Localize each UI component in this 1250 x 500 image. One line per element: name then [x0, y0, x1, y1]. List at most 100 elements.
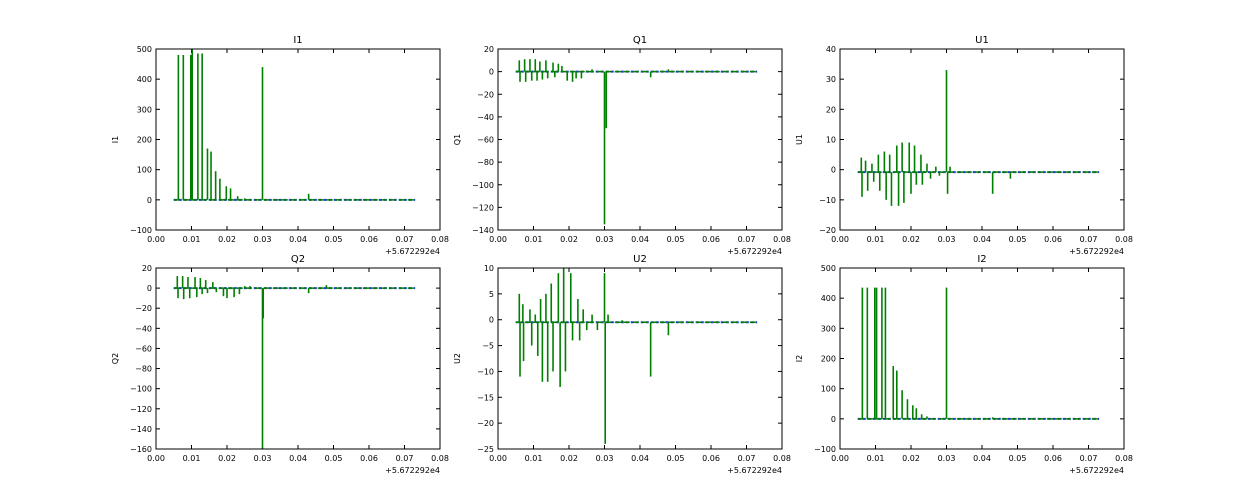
x-tick-label: 0.08	[431, 454, 449, 463]
subplot-title: Q2	[291, 254, 305, 265]
y-tick-label: −5	[482, 342, 494, 351]
x-tick-label: 0.06	[360, 235, 378, 244]
y-tick-label: −15	[477, 393, 494, 402]
x-tick-label: 0.03	[254, 235, 272, 244]
subplot-q2: Q2 Q2 0.00 0.01 0.02 0.03 0.04 0.05 0.06 0.07 0.08…	[111, 254, 449, 475]
y-tick-label: −40	[135, 324, 152, 333]
y-tick-label: 20	[826, 105, 836, 114]
axes-frame	[497, 48, 783, 231]
y-tick-label: 300	[821, 324, 836, 333]
data-area	[857, 287, 1100, 420]
y-axis-label: I2	[795, 355, 804, 362]
y-tick-label: 40	[826, 45, 836, 54]
y-axis-label: U1	[795, 134, 804, 145]
y-tick-label: −60	[477, 136, 494, 145]
y-tick-label: 10	[484, 264, 494, 273]
y-tick-label: 5	[489, 290, 494, 299]
y-tick-label: 100	[137, 166, 152, 175]
x-tick-label: 0.01	[867, 454, 885, 463]
y-tick-label: 200	[821, 355, 836, 364]
x-offset-label: +5.672292e4	[727, 466, 782, 475]
y-tick-label: 100	[821, 385, 836, 394]
y-tick-label: 200	[137, 136, 152, 145]
y-tick-label: 10	[826, 136, 836, 145]
y-tick-label: −100	[130, 385, 152, 394]
data-area	[515, 59, 758, 225]
x-offset-label: +5.672292e4	[727, 247, 782, 256]
x-tick-label: 0.01	[525, 454, 543, 463]
subplot-title: I2	[977, 254, 986, 265]
x-tick-label: 0.08	[431, 235, 449, 244]
subplot-q1: Q1 Q1 0.00 0.01 0.02 0.03 0.04 0.05 0.06 0.07 0.08…	[453, 35, 791, 256]
y-tick-label: 0	[831, 415, 836, 424]
x-tick-label: 0.03	[938, 235, 956, 244]
x-tick-label: 0.03	[938, 454, 956, 463]
y-tick-label: 0	[831, 166, 836, 175]
x-tick-label: 0.05	[667, 235, 685, 244]
y-tick-label: −140	[472, 226, 494, 235]
x-tick-label: 0.04	[631, 235, 649, 244]
subplot-title: U2	[633, 254, 647, 265]
y-tick-label: 20	[484, 45, 494, 54]
y-axis-label: U2	[453, 353, 462, 364]
y-tick-label: −100	[472, 181, 494, 190]
subplot-title: Q1	[633, 35, 647, 46]
x-tick-label: 0.00	[831, 235, 849, 244]
x-tick-label: 0.00	[147, 454, 165, 463]
subplot-u1: U1 U1 0.00 0.01 0.02 0.03 0.04 0.05 0.06 0.07 0.08…	[795, 35, 1133, 256]
x-tick-label: 0.02	[902, 235, 920, 244]
y-tick-label: 30	[826, 75, 836, 84]
y-tick-label: −160	[130, 445, 152, 454]
x-tick-label: 0.06	[1044, 235, 1062, 244]
y-tick-label: −25	[477, 445, 494, 454]
y-tick-label: −140	[130, 425, 152, 434]
y-axis-label: I1	[111, 136, 120, 143]
subplot-u2: U2 U2 0.00 0.01 0.02 0.03 0.04 0.05 0.06 0.07 0.08…	[453, 254, 791, 475]
x-tick-label: 0.07	[1080, 454, 1098, 463]
x-tick-label: 0.01	[183, 454, 201, 463]
x-tick-label: 0.03	[596, 454, 614, 463]
x-tick-label: 0.07	[738, 454, 756, 463]
y-tick-label: −60	[135, 344, 152, 353]
x-tick-label: 0.04	[289, 454, 307, 463]
x-tick-label: 0.02	[560, 235, 578, 244]
y-tick-label: 500	[137, 45, 152, 54]
x-tick-label: 0.06	[1044, 454, 1062, 463]
x-tick-label: 0.00	[831, 454, 849, 463]
x-offset-label: +5.672292e4	[1069, 247, 1124, 256]
x-offset-label: +5.672292e4	[385, 247, 440, 256]
y-tick-label: 300	[137, 105, 152, 114]
y-tick-label: −10	[819, 196, 836, 205]
x-tick-label: 0.02	[218, 235, 236, 244]
y-tick-label: −120	[472, 203, 494, 212]
x-tick-label: 0.04	[631, 454, 649, 463]
y-tick-label: 0	[147, 284, 152, 293]
x-tick-label: 0.07	[396, 235, 414, 244]
x-offset-label: +5.672292e4	[1069, 466, 1124, 475]
axes-frame	[839, 267, 1125, 450]
x-tick-label: 0.00	[489, 454, 507, 463]
y-tick-label: 0	[489, 316, 494, 325]
x-tick-label: 0.06	[702, 454, 720, 463]
x-tick-label: 0.01	[183, 235, 201, 244]
data-area	[173, 276, 416, 449]
y-tick-label: −20	[477, 90, 494, 99]
x-tick-label: 0.06	[702, 235, 720, 244]
x-tick-label: 0.04	[973, 235, 991, 244]
x-tick-label: 0.08	[1115, 235, 1133, 244]
y-tick-label: −20	[819, 226, 836, 235]
y-axis-label: Q2	[111, 353, 120, 364]
x-tick-label: 0.02	[902, 454, 920, 463]
y-axis-label: Q1	[453, 134, 462, 145]
subplot-title: I1	[293, 35, 302, 46]
y-tick-label: 400	[821, 294, 836, 303]
x-tick-label: 0.07	[738, 235, 756, 244]
y-tick-label: −10	[477, 367, 494, 376]
y-tick-label: −20	[135, 304, 152, 313]
x-tick-label: 0.07	[1080, 235, 1098, 244]
y-tick-label: −80	[135, 365, 152, 374]
y-tick-label: −100	[814, 445, 836, 454]
axes-frame	[155, 48, 441, 231]
data-area	[173, 49, 416, 201]
